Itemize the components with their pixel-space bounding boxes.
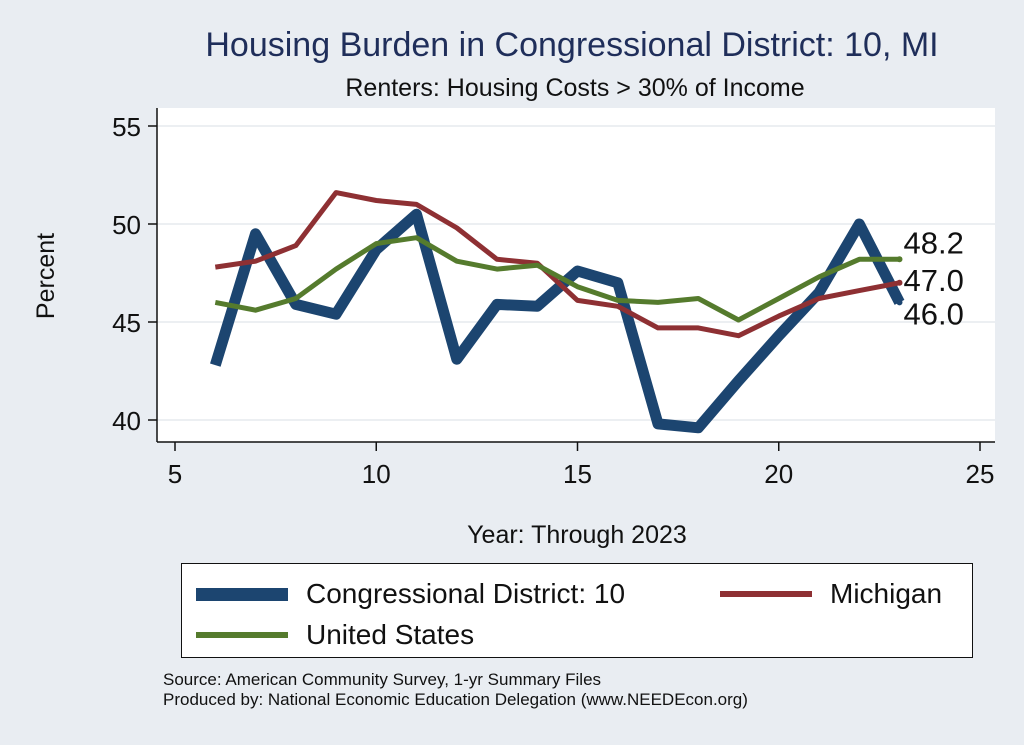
legend-label-michigan: Michigan — [830, 578, 943, 609]
series-end-label: 47.0 — [904, 263, 964, 298]
legend: Congressional District: 10 Michigan Unit… — [181, 563, 973, 658]
series-end-marker — [896, 299, 903, 306]
legend-label-us: United States — [306, 619, 475, 650]
chart-title: Housing Burden in Congressional District… — [205, 26, 939, 64]
x-tick-label: 25 — [966, 459, 995, 489]
source-note: Source: American Community Survey, 1-yr … — [163, 670, 602, 689]
series-lines — [210, 190, 905, 434]
legend-item-us: United States — [196, 619, 474, 651]
series-end-marker — [896, 279, 903, 286]
y-tick-label: 45 — [112, 308, 141, 338]
legend-swatch-michigan — [720, 591, 812, 597]
legend-item-district: Congressional District: 10 — [196, 578, 625, 610]
legend-swatch-us — [196, 632, 288, 638]
series-end-label: 48.2 — [904, 225, 964, 260]
x-axis-label: Year: Through 2023 — [467, 521, 687, 549]
x-tick-label: 20 — [764, 459, 793, 489]
legend-swatch-district — [196, 587, 288, 601]
y-tick-label: 40 — [112, 406, 141, 436]
series-line-michigan — [214, 190, 900, 339]
series-end-label: 46.0 — [904, 296, 964, 331]
y-axis-label: Percent — [32, 233, 60, 319]
series-line-us — [214, 235, 900, 323]
y-tick-label: 50 — [112, 210, 141, 240]
producer-note: Produced by: National Economic Education… — [163, 690, 748, 709]
x-tick-label: 15 — [563, 459, 592, 489]
series-end-marker — [896, 256, 903, 263]
x-tick-label: 10 — [362, 459, 391, 489]
chart-subtitle: Renters: Housing Costs > 30% of Income — [345, 74, 805, 102]
series-line-district — [210, 208, 905, 434]
legend-item-michigan: Michigan — [720, 578, 942, 610]
x-tick-label: 5 — [168, 459, 182, 489]
end-labels: 46.047.048.2 — [904, 225, 964, 331]
y-tick-label: 55 — [112, 112, 141, 142]
legend-label-district: Congressional District: 10 — [306, 578, 626, 609]
